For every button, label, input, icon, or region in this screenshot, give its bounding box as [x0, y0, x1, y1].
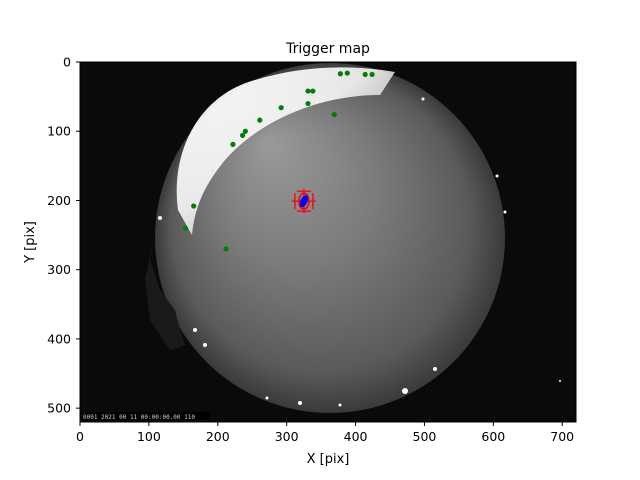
bright-sky-glow	[176, 67, 395, 235]
x-axis-ticks: 0 100 200 300 400 500 600 700	[76, 422, 574, 444]
x-tick-label: 200	[206, 429, 230, 444]
y-axis-label: Y [pix]	[23, 221, 38, 264]
x-tick-label: 600	[481, 429, 505, 444]
y-tick-label: 100	[47, 124, 71, 139]
chart-title: Trigger map	[285, 41, 370, 57]
trigger-point	[278, 105, 284, 111]
trigger-point	[191, 203, 197, 209]
timestamp-overlay-bg	[82, 412, 210, 420]
trigger-point	[242, 128, 248, 134]
center-ring	[298, 192, 310, 210]
trigger-point	[369, 71, 375, 78]
trigger-point	[331, 112, 337, 118]
center-point	[299, 195, 309, 208]
y-tick-label: 300	[47, 262, 71, 277]
trigger-point	[182, 225, 188, 231]
y-axis-ticks: 0 100 200 300 400 500	[47, 55, 80, 416]
plot-frame	[79, 61, 577, 423]
trigger-point	[362, 71, 368, 78]
trigger-point	[305, 100, 311, 107]
x-tick-label: 100	[137, 429, 161, 444]
y-tick-label: 500	[47, 401, 71, 416]
plot-area: 0001 2021 00 11 00:00:00.00 110	[80, 62, 576, 422]
x-tick-label: 500	[413, 429, 437, 444]
trigger-point	[344, 70, 350, 76]
x-tick-label: 300	[275, 429, 299, 444]
x-tick-label: 0	[76, 429, 84, 444]
timestamp-overlay: 0001 2021 00 11 00:00:00.00 110	[83, 414, 195, 421]
x-tick-label: 700	[550, 429, 574, 444]
trigger-point	[257, 117, 263, 123]
horizon-lights	[158, 97, 561, 407]
trigger-point	[239, 132, 246, 138]
trigger-point	[223, 246, 229, 252]
trigger-points	[182, 70, 375, 252]
trigger-point	[305, 88, 311, 94]
horizon-silhouette	[145, 230, 185, 350]
y-tick-label: 400	[47, 331, 71, 346]
trigger-point	[310, 88, 316, 94]
y-tick-label: 200	[47, 193, 71, 208]
center-marker	[291, 189, 316, 214]
y-tick-label: 0	[63, 55, 71, 70]
x-axis-label: X [pix]	[307, 452, 350, 467]
trigger-point	[230, 141, 236, 147]
trigger-point	[337, 71, 343, 77]
sky-dome	[155, 63, 505, 413]
x-tick-label: 400	[344, 429, 368, 444]
